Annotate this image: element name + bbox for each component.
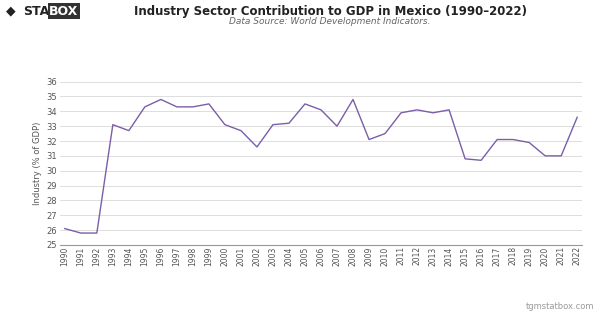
Text: ◆: ◆ — [6, 5, 16, 18]
Text: BOX: BOX — [49, 5, 79, 18]
Text: tgmstatbox.com: tgmstatbox.com — [526, 302, 594, 311]
Text: Industry Sector Contribution to GDP in Mexico (1990–2022): Industry Sector Contribution to GDP in M… — [133, 5, 527, 18]
Y-axis label: Industry (% of GDP): Industry (% of GDP) — [34, 122, 43, 205]
Text: STAT: STAT — [23, 5, 56, 18]
Text: Data Source: World Development Indicators.: Data Source: World Development Indicator… — [229, 17, 431, 26]
